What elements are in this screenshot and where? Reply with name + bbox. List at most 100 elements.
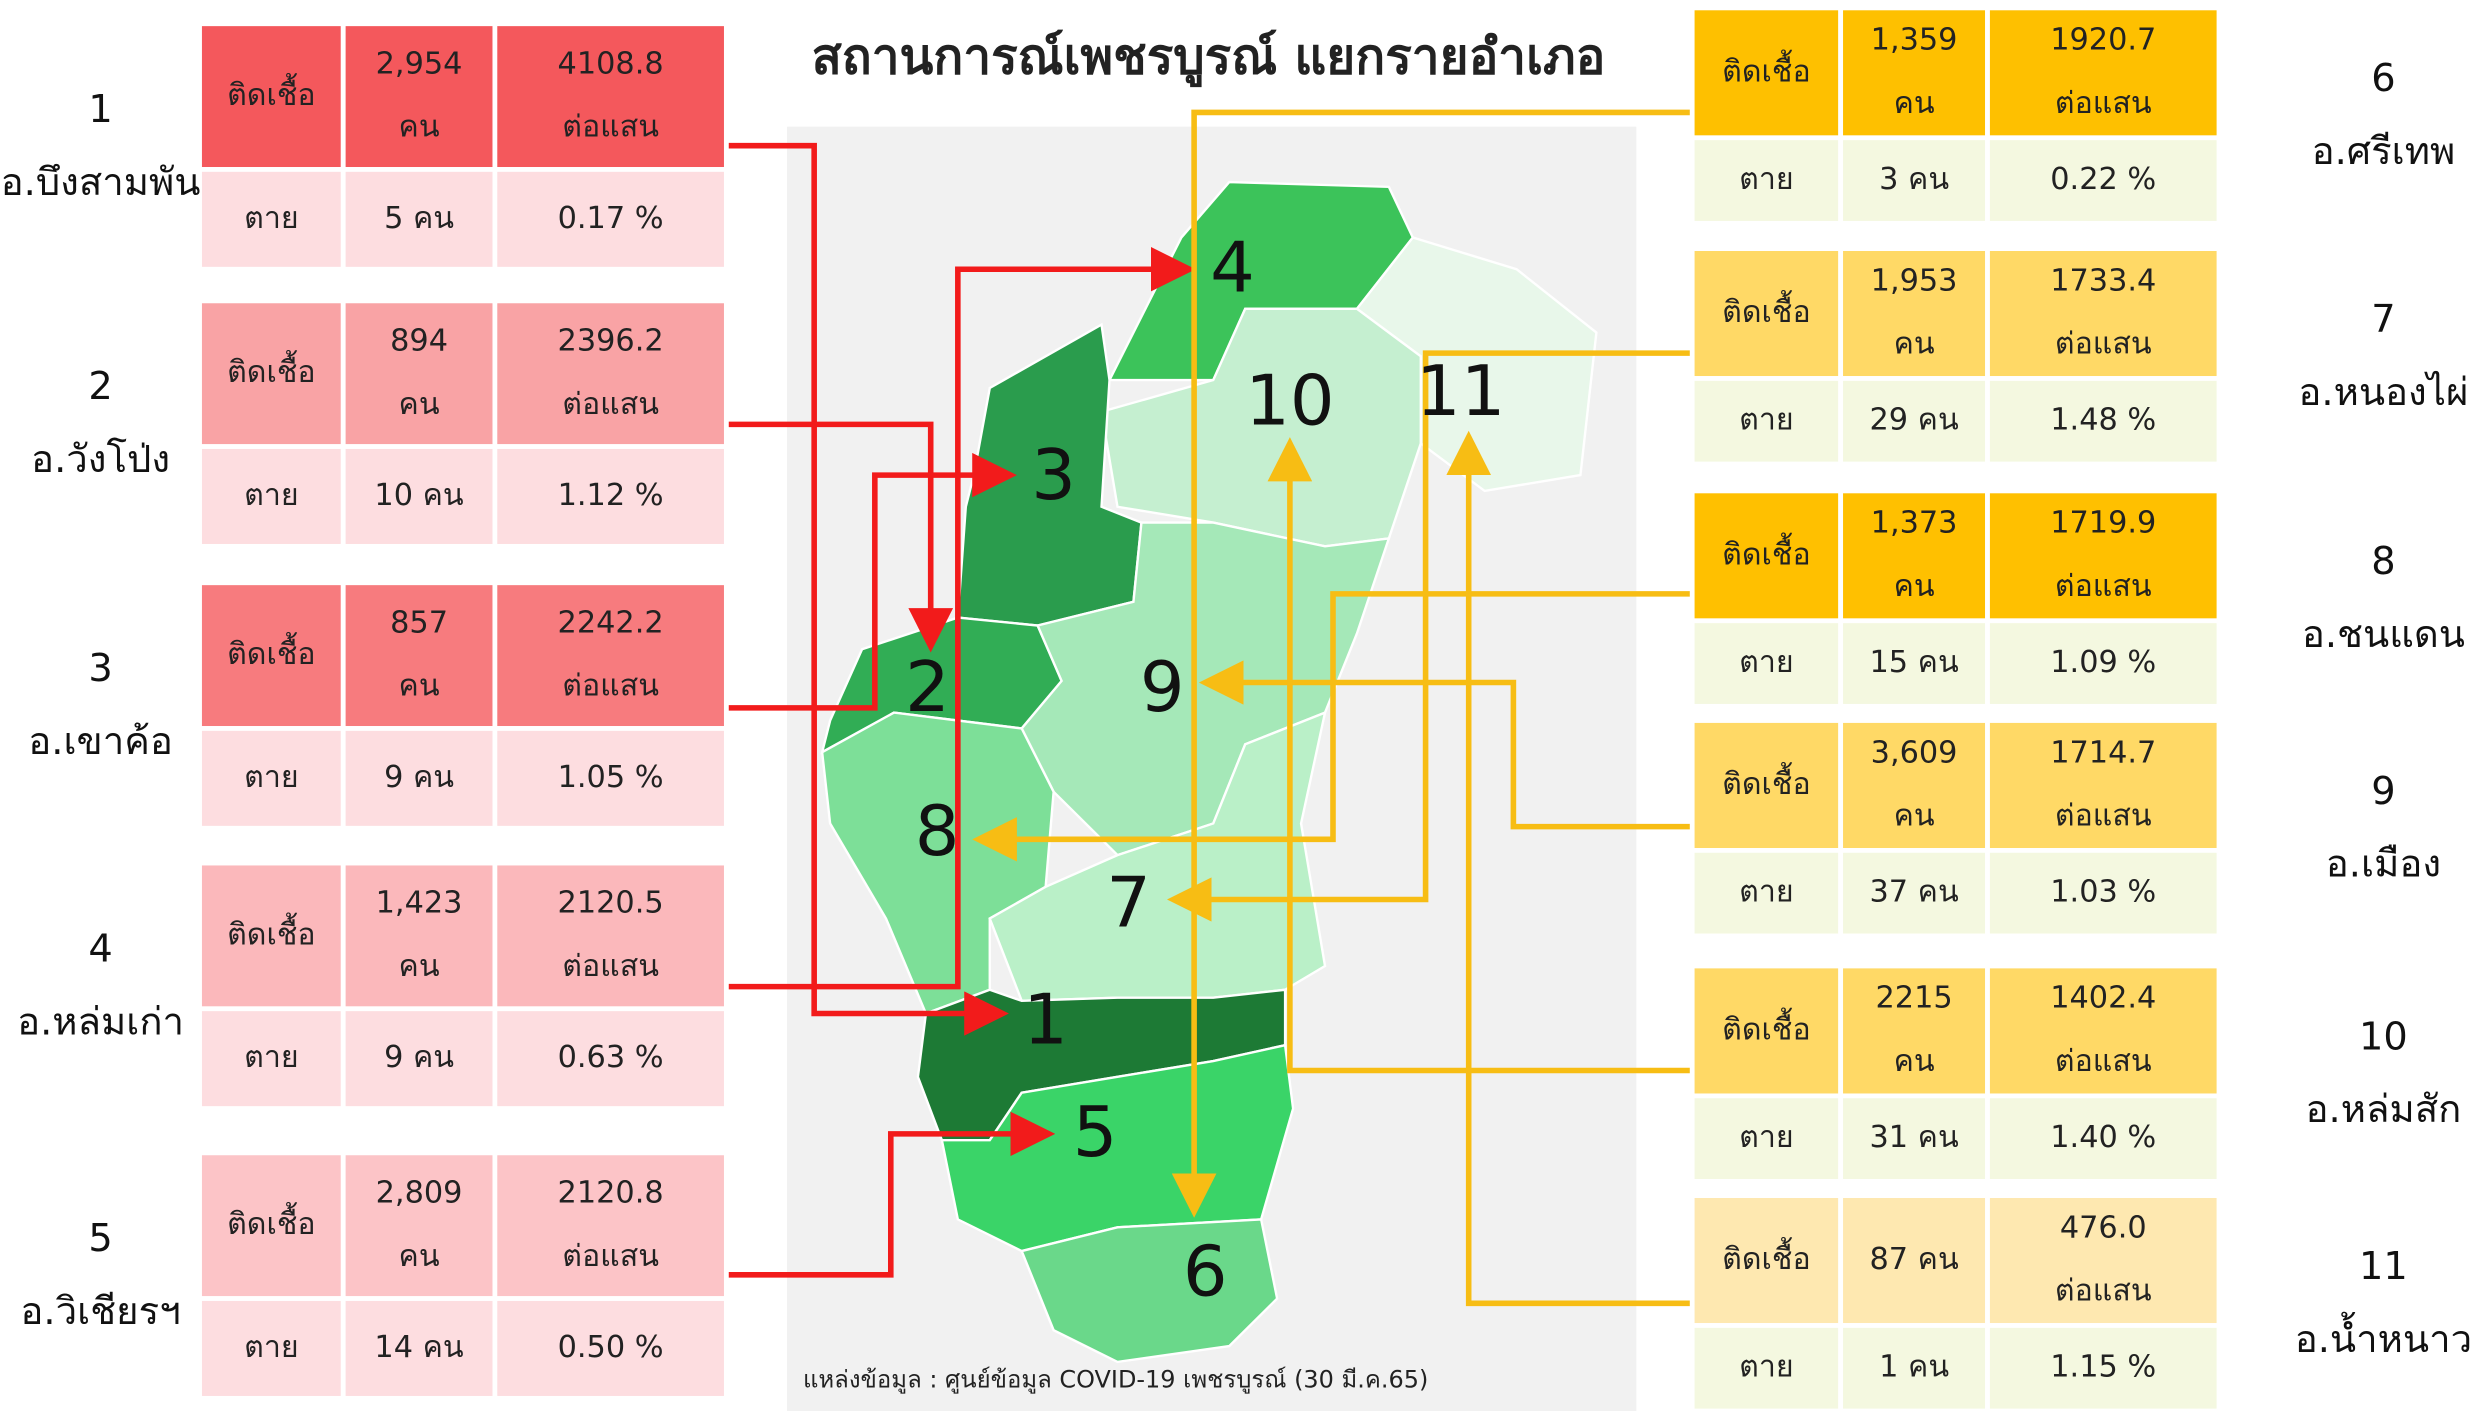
cell-text: 1.15 %: [2050, 1350, 2156, 1385]
cell-text: 5 คน: [384, 201, 454, 236]
district-number: 5: [88, 1216, 112, 1260]
cell-text: ติดเชื้อ: [227, 1202, 316, 1242]
cell-text: คน: [1894, 86, 1935, 121]
cell: [1985, 848, 2222, 939]
source: แหล่งข้อมูล : ศูนย์ข้อมูล COVID-19 เพชรบ…: [803, 1365, 1428, 1394]
district-number: 6: [2371, 56, 2395, 100]
cell: [1689, 618, 1844, 709]
map-label: 3: [1031, 435, 1076, 516]
cell-text: ต่อแสน: [562, 387, 659, 422]
cell-text: ตาย: [244, 1040, 298, 1075]
cell: [1985, 376, 2222, 467]
cell: [1985, 1193, 2222, 1328]
title: สถานการณ์เพชรบูรณ์ แยกรายอำเภอ: [812, 28, 1606, 88]
district-number: 10: [2359, 1014, 2408, 1058]
cell-text: 87 คน: [1869, 1242, 1958, 1277]
cell-text: 1.12 %: [558, 478, 664, 513]
map-label: 2: [905, 647, 950, 728]
cell-text: ติดเชื้อ: [227, 632, 316, 672]
cell-text: ตาย: [1739, 1120, 1793, 1155]
district-name: อ.เมือง: [2326, 842, 2441, 886]
cell-text: คน: [1894, 1044, 1935, 1079]
cell-text: ตาย: [1739, 403, 1793, 438]
cell-text: 29 คน: [1869, 403, 1958, 438]
district-number: 4: [88, 927, 112, 971]
cell-text: 15 คน: [1869, 645, 1958, 680]
cell: [197, 167, 346, 272]
cell-text: ต่อแสน: [2055, 1044, 2152, 1079]
district-name: อ.หล่มสัก: [2306, 1087, 2462, 1131]
map-label: 11: [1416, 351, 1505, 432]
district-number: 3: [88, 646, 112, 690]
cell: [197, 1006, 346, 1111]
cell: [1689, 1093, 1844, 1184]
cell-text: ต่อแสน: [562, 669, 659, 704]
cell-text: ต่อแสน: [562, 949, 659, 984]
cell-text: 2396.2: [558, 324, 664, 359]
cell: [1838, 376, 1990, 467]
district-number: 2: [88, 364, 112, 408]
cell: [1838, 1323, 1990, 1414]
cell: [1838, 246, 1990, 381]
cell-text: 1,423: [376, 886, 463, 921]
arrow: [726, 421, 954, 653]
map-label: 7: [1106, 863, 1151, 944]
cell: [197, 726, 346, 831]
cell: [1838, 618, 1990, 709]
cell-text: 894: [390, 324, 448, 359]
cell-text: ตาย: [244, 1330, 298, 1365]
cell: [197, 444, 346, 549]
cell: [492, 726, 729, 831]
map-label: 10: [1245, 361, 1334, 442]
cell-text: ต่อแสน: [2055, 799, 2152, 834]
arrow: [1267, 437, 1697, 1074]
cell-text: 0.22 %: [2050, 162, 2156, 197]
cell-text: ต่อแสน: [562, 110, 659, 145]
district-number: 9: [2371, 769, 2395, 813]
cell-text: ตาย: [1739, 162, 1793, 197]
map-label: 1: [1023, 980, 1068, 1061]
district-name: อ.หล่มเก่า: [17, 999, 184, 1043]
cell: [340, 444, 498, 549]
cell: [1985, 135, 2222, 226]
cell: [492, 860, 729, 1012]
cell: [1838, 963, 1990, 1099]
cell: [197, 1296, 346, 1401]
cell: [197, 1150, 346, 1301]
district-name: อ.วิเชียรฯ: [20, 1289, 180, 1333]
cell-text: 0.63 %: [558, 1040, 664, 1075]
cell-text: ติดเชื้อ: [1722, 532, 1811, 572]
cell-text: 1,373: [1871, 506, 1958, 541]
cell-text: ต่อแสน: [2055, 1274, 2152, 1309]
map: [820, 180, 1598, 1364]
cell-text: 14 คน: [374, 1330, 463, 1365]
cell-text: ตาย: [1739, 875, 1793, 910]
cell-text: ต่อแสน: [2055, 327, 2152, 362]
cell: [1689, 376, 1844, 467]
district-6: [1020, 1218, 1279, 1364]
cell-text: 1.09 %: [2050, 645, 2156, 680]
cell-text: 857: [390, 606, 448, 641]
arrows: [726, 109, 1701, 1307]
cell-text: 1,359: [1871, 23, 1958, 58]
cell-text: 1.03 %: [2050, 875, 2156, 910]
cell-text: 1714.7: [2050, 735, 2156, 770]
district-name: อ.เขาค้อ: [28, 719, 173, 763]
cell: [492, 21, 729, 172]
cell-text: 3 คน: [1879, 162, 1949, 197]
arrow: [1166, 350, 1697, 922]
map-label: 8: [915, 791, 960, 872]
cell-text: 1 คน: [1879, 1350, 1949, 1385]
district-name: อ.วังโป่ง: [31, 437, 170, 481]
cell-text: ติดเชื้อ: [1722, 1237, 1811, 1277]
cell-text: ติดเชื้อ: [1722, 762, 1811, 802]
cell: [340, 1296, 498, 1401]
cell-text: 1.40 %: [2050, 1120, 2156, 1155]
cell-text: ตาย: [1739, 1350, 1793, 1385]
cell-text: ติดเชื้อ: [1722, 49, 1811, 89]
cell: [1985, 246, 2222, 381]
cell: [492, 1006, 729, 1111]
cell-text: 3,609: [1871, 735, 1958, 770]
district-name: อ.ศรีเทพ: [2312, 129, 2456, 173]
